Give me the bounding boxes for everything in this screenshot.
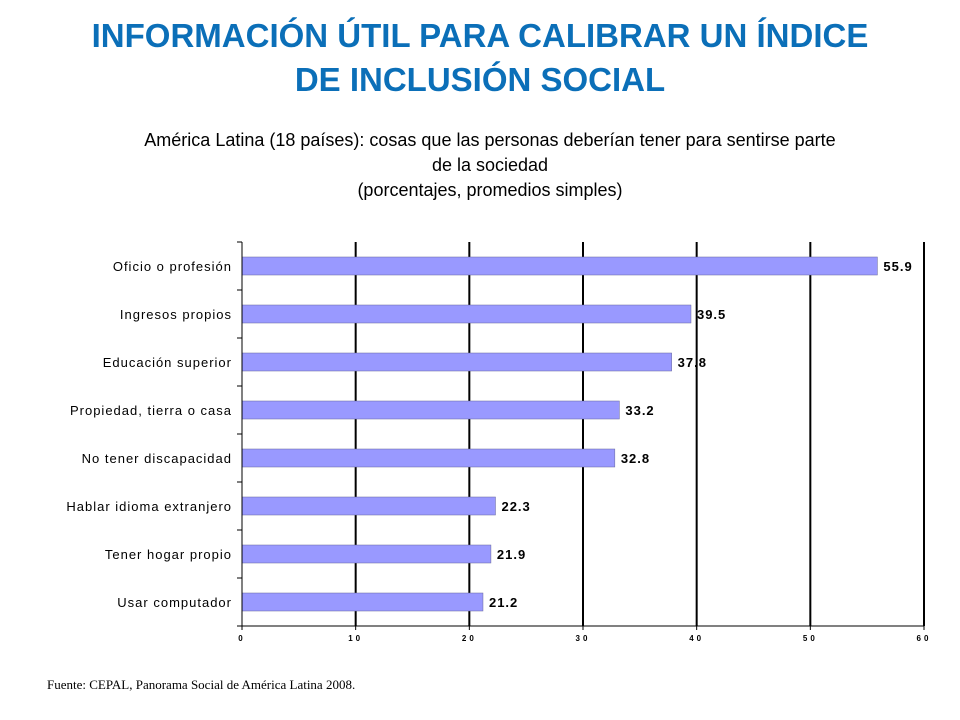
x-tick-label-50: 50 bbox=[803, 634, 818, 643]
x-tick-label-40: 40 bbox=[689, 634, 704, 643]
chart-heading: América Latina (18 países): cosas que la… bbox=[20, 128, 960, 203]
category-label-6: Hablar idioma extranjero bbox=[66, 499, 232, 514]
chart-heading-line-1: América Latina (18 países): cosas que la… bbox=[144, 130, 836, 150]
x-tick-label-60: 60 bbox=[917, 634, 932, 643]
category-label-4: Propiedad, tierra o casa bbox=[70, 403, 232, 418]
category-label-5: No tener discapacidad bbox=[82, 451, 232, 466]
data-label-5: 32.8 bbox=[621, 451, 650, 466]
x-tick-label-10: 10 bbox=[348, 634, 363, 643]
data-label-3: 37.8 bbox=[678, 355, 707, 370]
x-tick-label-30: 30 bbox=[576, 634, 591, 643]
category-label-3: Educación superior bbox=[103, 355, 232, 370]
data-label-1: 55.9 bbox=[883, 259, 912, 274]
category-label-8: Usar computador bbox=[117, 595, 232, 610]
x-tick-label-0: 0 bbox=[238, 634, 245, 643]
category-label-1: Oficio o profesión bbox=[113, 259, 232, 274]
bar-5 bbox=[241, 448, 616, 468]
x-tick-label-20: 20 bbox=[462, 634, 477, 643]
data-label-8: 21.2 bbox=[489, 595, 518, 610]
chart-heading-line-3: (porcentajes, promedios simples) bbox=[357, 180, 623, 200]
data-label-6: 22.3 bbox=[501, 499, 530, 514]
bar-7 bbox=[241, 544, 492, 564]
slide-title-line-2: DE INCLUSIÓN SOCIAL bbox=[294, 61, 666, 98]
bar-8 bbox=[241, 592, 484, 612]
slide-title: INFORMACIÓN ÚTIL PARA CALIBRAR UN ÍNDICE… bbox=[0, 14, 960, 102]
bar-4 bbox=[241, 400, 620, 420]
bar-2 bbox=[241, 304, 692, 324]
category-label-2: Ingresos propios bbox=[120, 307, 232, 322]
bar-6 bbox=[241, 496, 496, 516]
data-label-7: 21.9 bbox=[497, 547, 526, 562]
bar-3 bbox=[241, 352, 672, 372]
category-label-7: Tener hogar propio bbox=[105, 547, 232, 562]
source-note: Fuente: CEPAL, Panorama Social de Améric… bbox=[47, 677, 356, 692]
data-label-2: 39.5 bbox=[697, 307, 726, 322]
bar-chart: Oficio o profesión 55.9 Ingresos propios 39… bbox=[66, 241, 932, 643]
slide-title-line-1: INFORMACIÓN ÚTIL PARA CALIBRAR UN ÍNDICE bbox=[91, 17, 869, 54]
data-label-4: 33.2 bbox=[625, 403, 654, 418]
bar-1 bbox=[241, 256, 878, 276]
chart-heading-line-2: de la sociedad bbox=[431, 155, 549, 175]
